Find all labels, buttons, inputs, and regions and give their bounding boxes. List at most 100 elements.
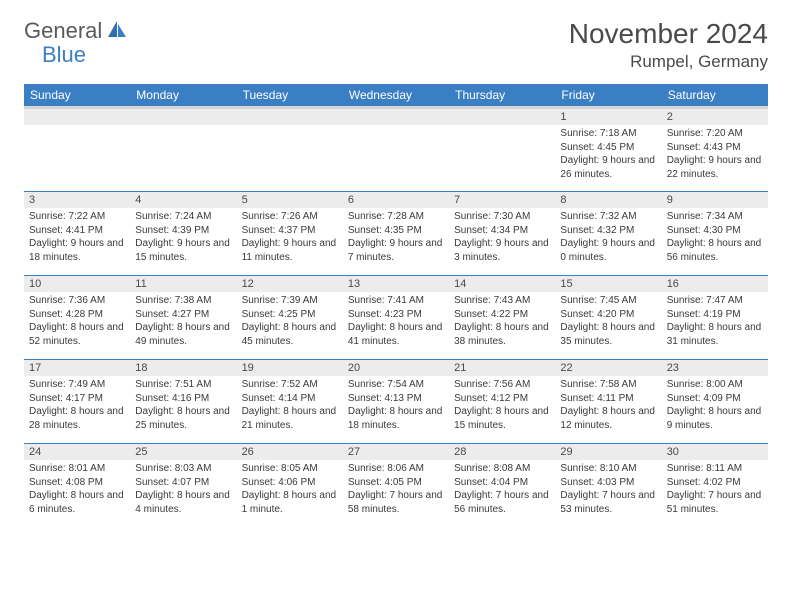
calendar-day-cell: 5Sunrise: 7:26 AMSunset: 4:37 PMDaylight… [237,192,343,276]
calendar-day-cell: 21Sunrise: 7:56 AMSunset: 4:12 PMDayligh… [449,360,555,444]
day-number: 9 [662,192,768,208]
day-number: 8 [555,192,661,208]
weekday-header-row: SundayMondayTuesdayWednesdayThursdayFrid… [24,84,768,108]
month-title: November 2024 [569,18,768,50]
day-details: Sunrise: 7:30 AMSunset: 4:34 PMDaylight:… [449,208,555,268]
day-number: 10 [24,276,130,292]
day-details: Sunrise: 7:45 AMSunset: 4:20 PMDaylight:… [555,292,661,352]
calendar-day-cell: 29Sunrise: 8:10 AMSunset: 4:03 PMDayligh… [555,444,661,528]
day-number: 12 [237,276,343,292]
calendar-day-cell [449,108,555,192]
day-number: 4 [130,192,236,208]
day-number: 6 [343,192,449,208]
day-number: 27 [343,444,449,460]
calendar-day-cell [343,108,449,192]
day-number: 2 [662,109,768,125]
day-number: 13 [343,276,449,292]
calendar-week-row: 3Sunrise: 7:22 AMSunset: 4:41 PMDaylight… [24,192,768,276]
calendar-day-cell: 19Sunrise: 7:52 AMSunset: 4:14 PMDayligh… [237,360,343,444]
day-details: Sunrise: 7:32 AMSunset: 4:32 PMDaylight:… [555,208,661,268]
calendar-day-cell: 11Sunrise: 7:38 AMSunset: 4:27 PMDayligh… [130,276,236,360]
day-number: 22 [555,360,661,376]
day-details: Sunrise: 7:58 AMSunset: 4:11 PMDaylight:… [555,376,661,436]
calendar-week-row: 24Sunrise: 8:01 AMSunset: 4:08 PMDayligh… [24,444,768,528]
day-number: 26 [237,444,343,460]
weekday-header: Monday [130,84,236,108]
calendar-day-cell: 2Sunrise: 7:20 AMSunset: 4:43 PMDaylight… [662,108,768,192]
weekday-header: Saturday [662,84,768,108]
day-details: Sunrise: 8:00 AMSunset: 4:09 PMDaylight:… [662,376,768,436]
day-details: Sunrise: 7:39 AMSunset: 4:25 PMDaylight:… [237,292,343,352]
day-number: 24 [24,444,130,460]
day-details: Sunrise: 7:41 AMSunset: 4:23 PMDaylight:… [343,292,449,352]
day-number: 30 [662,444,768,460]
day-details: Sunrise: 7:22 AMSunset: 4:41 PMDaylight:… [24,208,130,268]
calendar-day-cell: 30Sunrise: 8:11 AMSunset: 4:02 PMDayligh… [662,444,768,528]
day-number: 28 [449,444,555,460]
day-details: Sunrise: 7:28 AMSunset: 4:35 PMDaylight:… [343,208,449,268]
calendar-day-cell: 25Sunrise: 8:03 AMSunset: 4:07 PMDayligh… [130,444,236,528]
day-details: Sunrise: 8:06 AMSunset: 4:05 PMDaylight:… [343,460,449,520]
day-details: Sunrise: 7:49 AMSunset: 4:17 PMDaylight:… [24,376,130,436]
day-number: 19 [237,360,343,376]
weekday-header: Sunday [24,84,130,108]
day-number: 15 [555,276,661,292]
calendar-day-cell: 28Sunrise: 8:08 AMSunset: 4:04 PMDayligh… [449,444,555,528]
day-number: 18 [130,360,236,376]
day-details: Sunrise: 8:08 AMSunset: 4:04 PMDaylight:… [449,460,555,520]
weekday-header: Wednesday [343,84,449,108]
day-number: 23 [662,360,768,376]
calendar-day-cell: 6Sunrise: 7:28 AMSunset: 4:35 PMDaylight… [343,192,449,276]
day-number: 16 [662,276,768,292]
day-details: Sunrise: 7:34 AMSunset: 4:30 PMDaylight:… [662,208,768,268]
logo-text-general: General [24,18,102,44]
calendar-day-cell: 20Sunrise: 7:54 AMSunset: 4:13 PMDayligh… [343,360,449,444]
day-number: 14 [449,276,555,292]
day-details: Sunrise: 7:43 AMSunset: 4:22 PMDaylight:… [449,292,555,352]
sail-icon [106,19,128,44]
day-details: Sunrise: 7:20 AMSunset: 4:43 PMDaylight:… [662,125,768,185]
day-number: 21 [449,360,555,376]
day-details: Sunrise: 7:51 AMSunset: 4:16 PMDaylight:… [130,376,236,436]
calendar-day-cell [24,108,130,192]
day-number: 1 [555,109,661,125]
day-details: Sunrise: 7:26 AMSunset: 4:37 PMDaylight:… [237,208,343,268]
calendar-week-row: 17Sunrise: 7:49 AMSunset: 4:17 PMDayligh… [24,360,768,444]
calendar-day-cell [237,108,343,192]
day-details: Sunrise: 8:11 AMSunset: 4:02 PMDaylight:… [662,460,768,520]
calendar-day-cell: 22Sunrise: 7:58 AMSunset: 4:11 PMDayligh… [555,360,661,444]
calendar-week-row: 10Sunrise: 7:36 AMSunset: 4:28 PMDayligh… [24,276,768,360]
day-number: 5 [237,192,343,208]
calendar-day-cell: 15Sunrise: 7:45 AMSunset: 4:20 PMDayligh… [555,276,661,360]
header: General November 2024 Rumpel, Germany [24,18,768,72]
day-details: Sunrise: 8:10 AMSunset: 4:03 PMDaylight:… [555,460,661,520]
calendar-day-cell: 13Sunrise: 7:41 AMSunset: 4:23 PMDayligh… [343,276,449,360]
day-details: Sunrise: 8:05 AMSunset: 4:06 PMDaylight:… [237,460,343,520]
day-details: Sunrise: 8:03 AMSunset: 4:07 PMDaylight:… [130,460,236,520]
calendar-day-cell: 7Sunrise: 7:30 AMSunset: 4:34 PMDaylight… [449,192,555,276]
day-number: 3 [24,192,130,208]
day-number: 20 [343,360,449,376]
location: Rumpel, Germany [569,52,768,72]
weekday-header: Thursday [449,84,555,108]
calendar-day-cell: 26Sunrise: 8:05 AMSunset: 4:06 PMDayligh… [237,444,343,528]
calendar-table: SundayMondayTuesdayWednesdayThursdayFrid… [24,84,768,528]
day-details: Sunrise: 7:38 AMSunset: 4:27 PMDaylight:… [130,292,236,352]
logo: General [24,18,130,44]
calendar-day-cell: 27Sunrise: 8:06 AMSunset: 4:05 PMDayligh… [343,444,449,528]
day-details: Sunrise: 7:47 AMSunset: 4:19 PMDaylight:… [662,292,768,352]
calendar-body: 1Sunrise: 7:18 AMSunset: 4:45 PMDaylight… [24,108,768,528]
calendar-day-cell [130,108,236,192]
calendar-day-cell: 8Sunrise: 7:32 AMSunset: 4:32 PMDaylight… [555,192,661,276]
day-details: Sunrise: 7:52 AMSunset: 4:14 PMDaylight:… [237,376,343,436]
calendar-day-cell: 16Sunrise: 7:47 AMSunset: 4:19 PMDayligh… [662,276,768,360]
day-number: 17 [24,360,130,376]
day-number: 11 [130,276,236,292]
calendar-day-cell: 23Sunrise: 8:00 AMSunset: 4:09 PMDayligh… [662,360,768,444]
logo-text-blue: Blue [42,42,86,68]
weekday-header: Friday [555,84,661,108]
calendar-day-cell: 18Sunrise: 7:51 AMSunset: 4:16 PMDayligh… [130,360,236,444]
weekday-header: Tuesday [237,84,343,108]
day-details: Sunrise: 7:56 AMSunset: 4:12 PMDaylight:… [449,376,555,436]
day-number: 29 [555,444,661,460]
